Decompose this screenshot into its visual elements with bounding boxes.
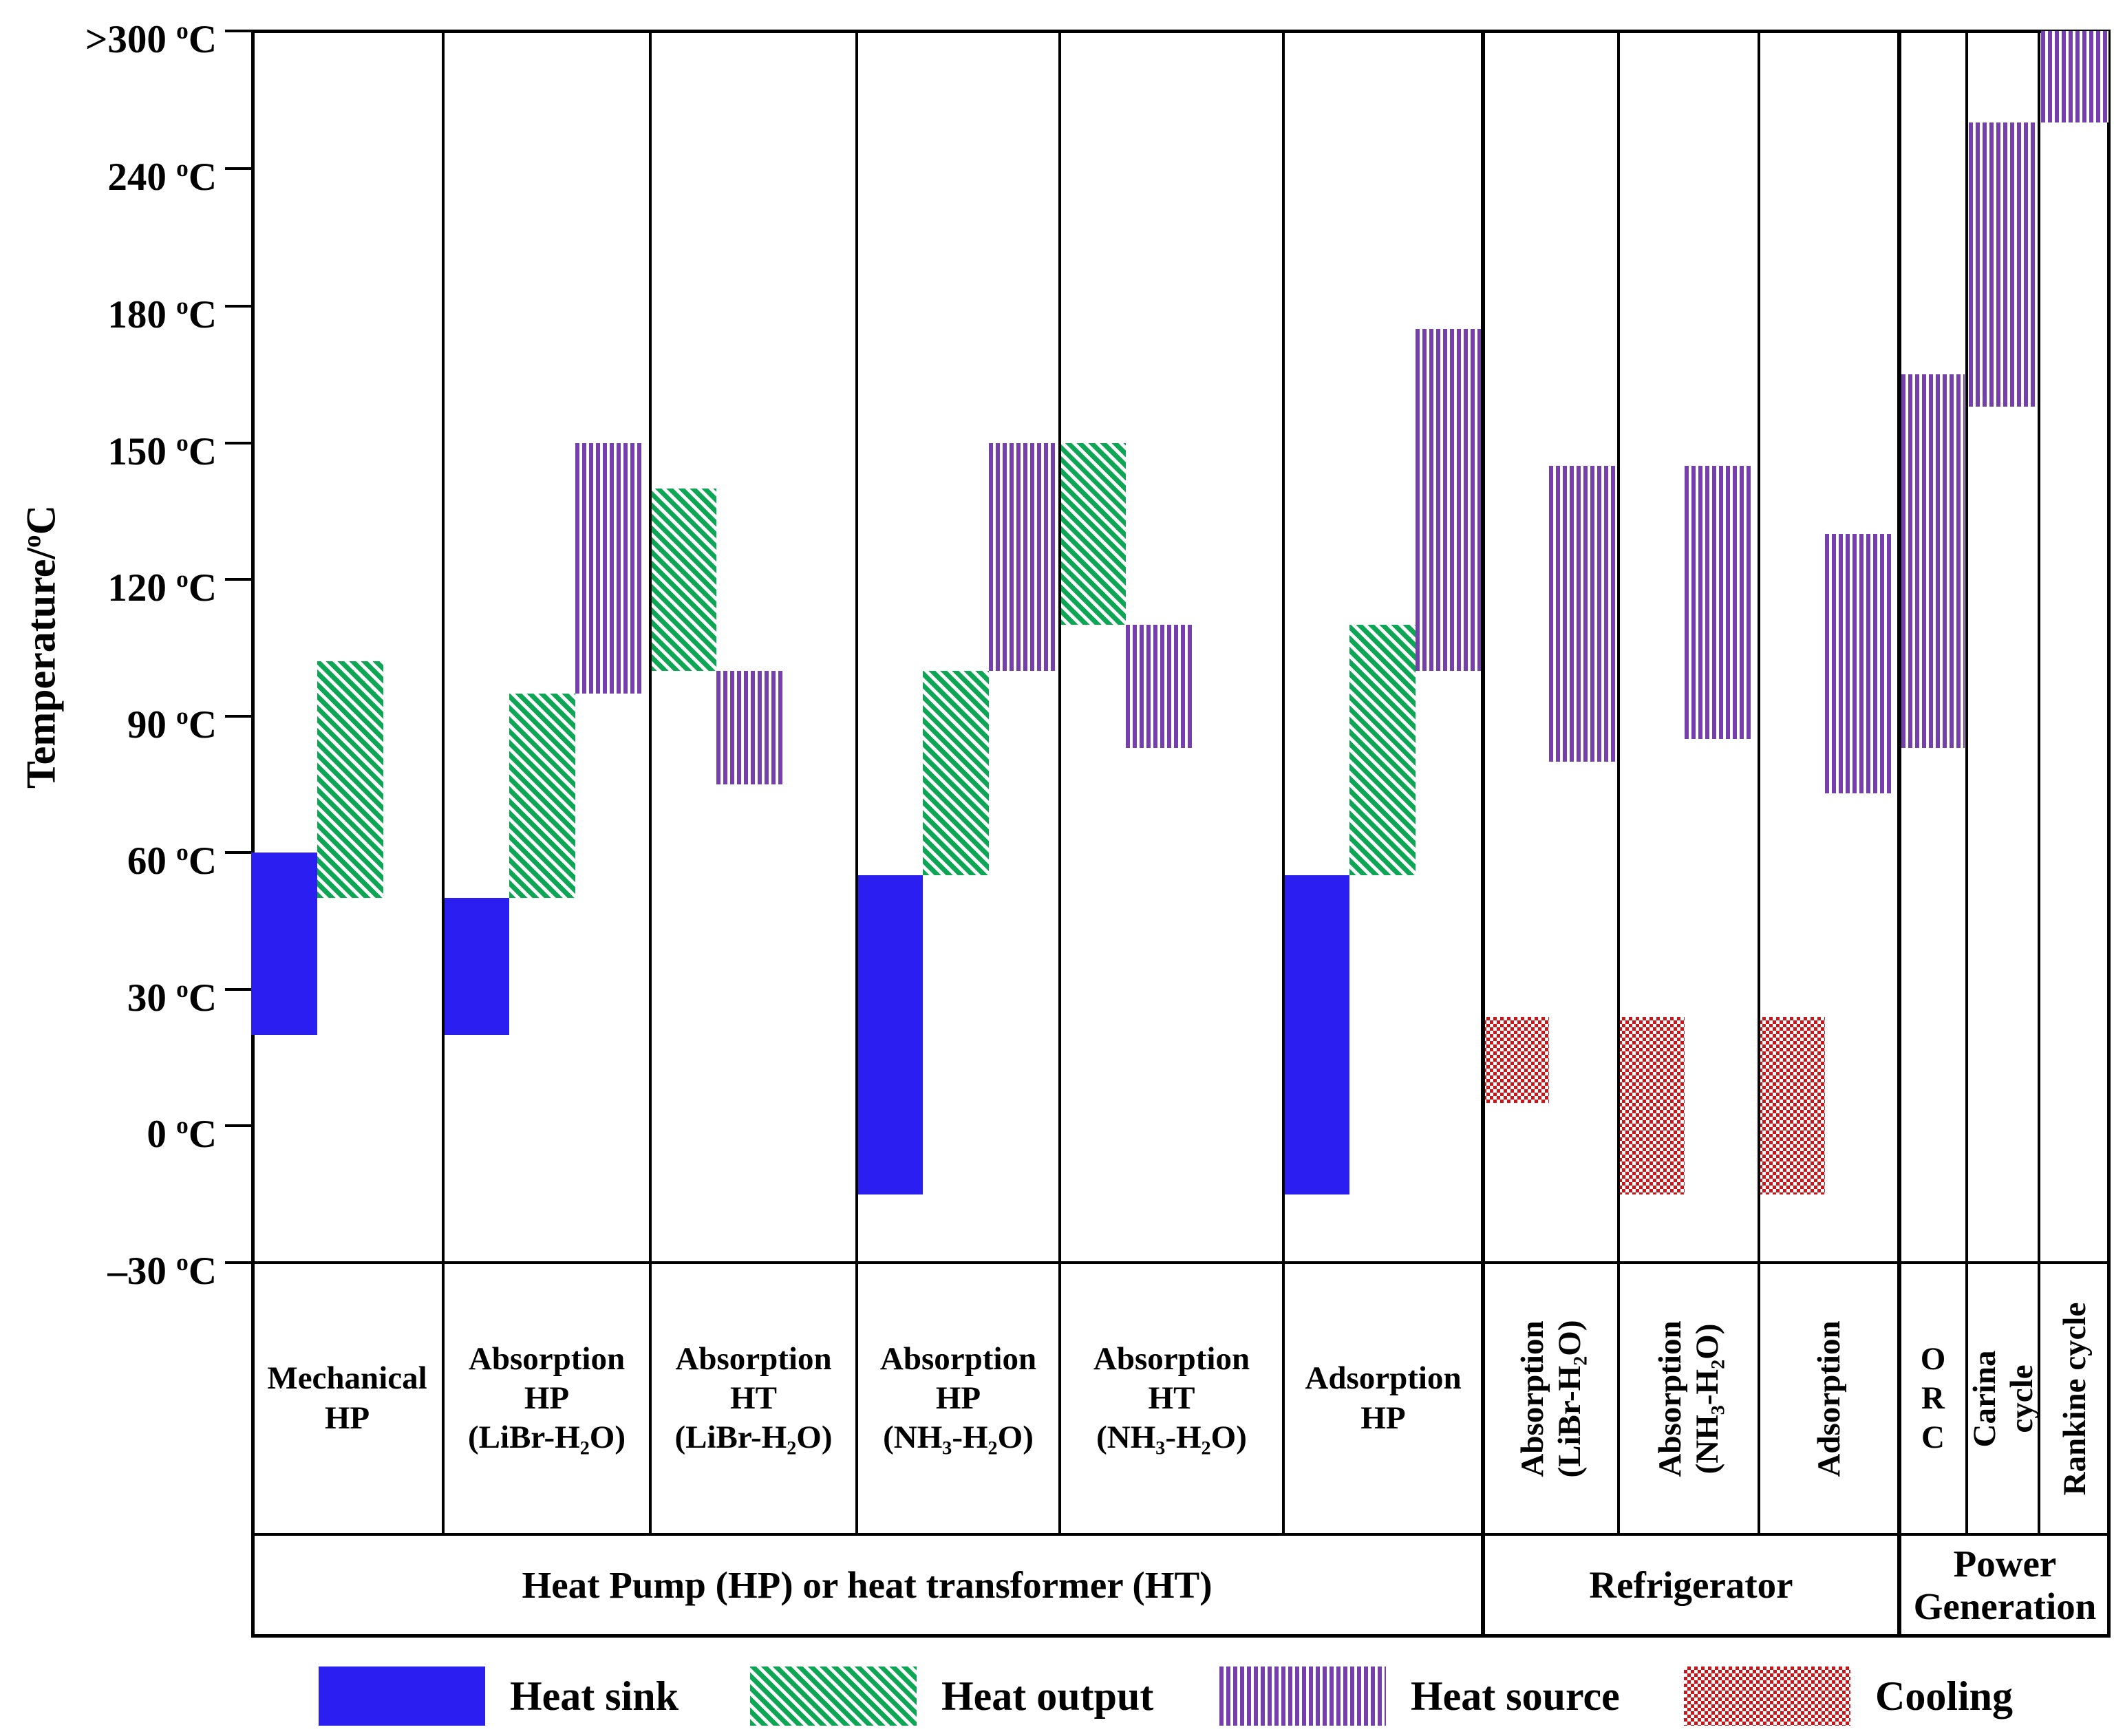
legend-swatch-heat-sink bbox=[319, 1667, 485, 1726]
y-tick-label: 120 oC bbox=[107, 566, 217, 610]
bar-heat-output bbox=[650, 488, 716, 671]
bar-heat-output bbox=[1349, 625, 1416, 876]
legend-label-heat-source: Heat source bbox=[1411, 1673, 1620, 1719]
category-label-orc: O R C bbox=[1920, 1340, 1946, 1456]
y-tick-mark bbox=[225, 987, 251, 991]
category-label-absorption-nh3-h2o-refrigerator: Absorption (NH₃-H₂O) bbox=[1652, 1320, 1725, 1477]
y-tick-mark bbox=[225, 30, 251, 32]
group-label-power: Power Generation bbox=[1913, 1543, 2097, 1627]
y-tick-label: 180 oC bbox=[107, 292, 217, 336]
bar-heat-output bbox=[923, 670, 989, 876]
column-divider bbox=[855, 31, 858, 1534]
y-tick-label: –30 oC bbox=[107, 1249, 217, 1293]
y-tick-label: 30 oC bbox=[127, 975, 217, 1020]
legend-swatch-cooling bbox=[1684, 1667, 1850, 1726]
category-label-absorption-ht-libr-h2o: Absorption HT (LiBr-H₂O) bbox=[674, 1340, 833, 1456]
bar-heat-output bbox=[509, 693, 575, 899]
y-tick-mark bbox=[225, 1124, 251, 1128]
bar-heat-source bbox=[1685, 465, 1751, 739]
y-tick-mark bbox=[225, 1261, 251, 1264]
y-tick-label: 240 oC bbox=[107, 155, 217, 199]
category-label-adsorption-hp: Adsorption HP bbox=[1305, 1360, 1462, 1436]
group-label-hp_ht: Heat Pump (HP) or heat transformer (HT) bbox=[522, 1564, 1213, 1607]
bar-cooling bbox=[1619, 1016, 1685, 1194]
legend-swatch-heat-source bbox=[1219, 1667, 1386, 1726]
bar-heat-source bbox=[1416, 329, 1482, 671]
y-tick-label: 0 oC bbox=[147, 1112, 217, 1157]
y-tick-mark bbox=[225, 714, 251, 718]
legend-label-heat-sink: Heat sink bbox=[510, 1673, 679, 1719]
column-divider bbox=[1282, 31, 1285, 1534]
column-divider bbox=[649, 31, 652, 1534]
bar-heat-source bbox=[1126, 625, 1192, 749]
legend-label-heat-output: Heat output bbox=[941, 1673, 1154, 1719]
y-axis-title: Temperature/oC bbox=[18, 505, 65, 789]
y-tick-mark bbox=[225, 578, 251, 581]
label-row-divider bbox=[251, 1533, 2111, 1536]
y-axis-unit: C bbox=[18, 505, 64, 535]
column-divider bbox=[2038, 31, 2040, 1534]
column-divider bbox=[1058, 31, 1061, 1534]
bar-heat-source bbox=[575, 442, 641, 694]
degree-symbol: o bbox=[18, 535, 47, 548]
category-label-rankine-cycle: Rankine cycle bbox=[2056, 1302, 2093, 1495]
column-divider bbox=[442, 31, 445, 1534]
plot-frame bbox=[251, 30, 2111, 1638]
bar-heat-source bbox=[716, 670, 782, 784]
category-label-absorption-libr-h2o-refrigerator: Absorption (LiBr-H₂O) bbox=[1514, 1319, 1588, 1478]
legend-label-cooling: Cooling bbox=[1875, 1673, 2014, 1719]
bar-heat-source bbox=[1825, 533, 1891, 794]
bar-heat-sink bbox=[857, 875, 923, 1194]
column-divider bbox=[1965, 31, 1968, 1534]
y-tick-mark bbox=[225, 441, 251, 444]
bar-heat-source bbox=[1901, 374, 1965, 749]
category-label-absorption-hp-nh3-h2o: Absorption HP (NH₃-H₂O) bbox=[879, 1340, 1037, 1456]
category-label-carina-cycle: Carina cycle bbox=[1966, 1350, 2040, 1447]
bar-heat-source bbox=[989, 442, 1055, 671]
category-label-mechanical-hp: Mechanical HP bbox=[267, 1360, 427, 1436]
bar-heat-output bbox=[317, 661, 383, 899]
column-divider bbox=[1758, 31, 1760, 1534]
y-tick-label: 150 oC bbox=[107, 429, 217, 473]
group-divider bbox=[1897, 31, 1901, 1636]
bar-heat-source bbox=[1969, 122, 2037, 407]
group-label-refrigerator: Refrigerator bbox=[1589, 1564, 1793, 1607]
bar-heat-sink bbox=[1283, 875, 1349, 1194]
category-label-absorption-hp-libr-h2o: Absorption HP (LiBr-H₂O) bbox=[467, 1340, 626, 1456]
y-tick-mark bbox=[225, 851, 251, 855]
y-tick-label: >300 oC bbox=[85, 17, 217, 61]
y-tick-label: 90 oC bbox=[127, 702, 217, 747]
bar-heat-sink bbox=[251, 853, 317, 1036]
x-axis-line bbox=[251, 1261, 2111, 1264]
bar-cooling bbox=[1483, 1016, 1549, 1104]
bar-heat-sink bbox=[443, 898, 509, 1036]
bar-heat-source bbox=[1549, 465, 1615, 762]
column-divider bbox=[1617, 31, 1620, 1534]
y-tick-label: 60 oC bbox=[127, 839, 217, 883]
legend-swatch-heat-output bbox=[750, 1667, 917, 1726]
bar-cooling bbox=[1759, 1016, 1825, 1194]
category-label-adsorption-refrigerator: Adsorption bbox=[1811, 1320, 1847, 1477]
category-label-absorption-ht-nh3-h2o: Absorption HT (NH₃-H₂O) bbox=[1093, 1340, 1250, 1456]
bar-heat-output bbox=[1060, 442, 1126, 625]
y-tick-mark bbox=[225, 305, 251, 308]
group-divider bbox=[1481, 31, 1485, 1636]
bar-heat-source bbox=[2041, 31, 2108, 123]
y-tick-mark bbox=[225, 167, 251, 170]
